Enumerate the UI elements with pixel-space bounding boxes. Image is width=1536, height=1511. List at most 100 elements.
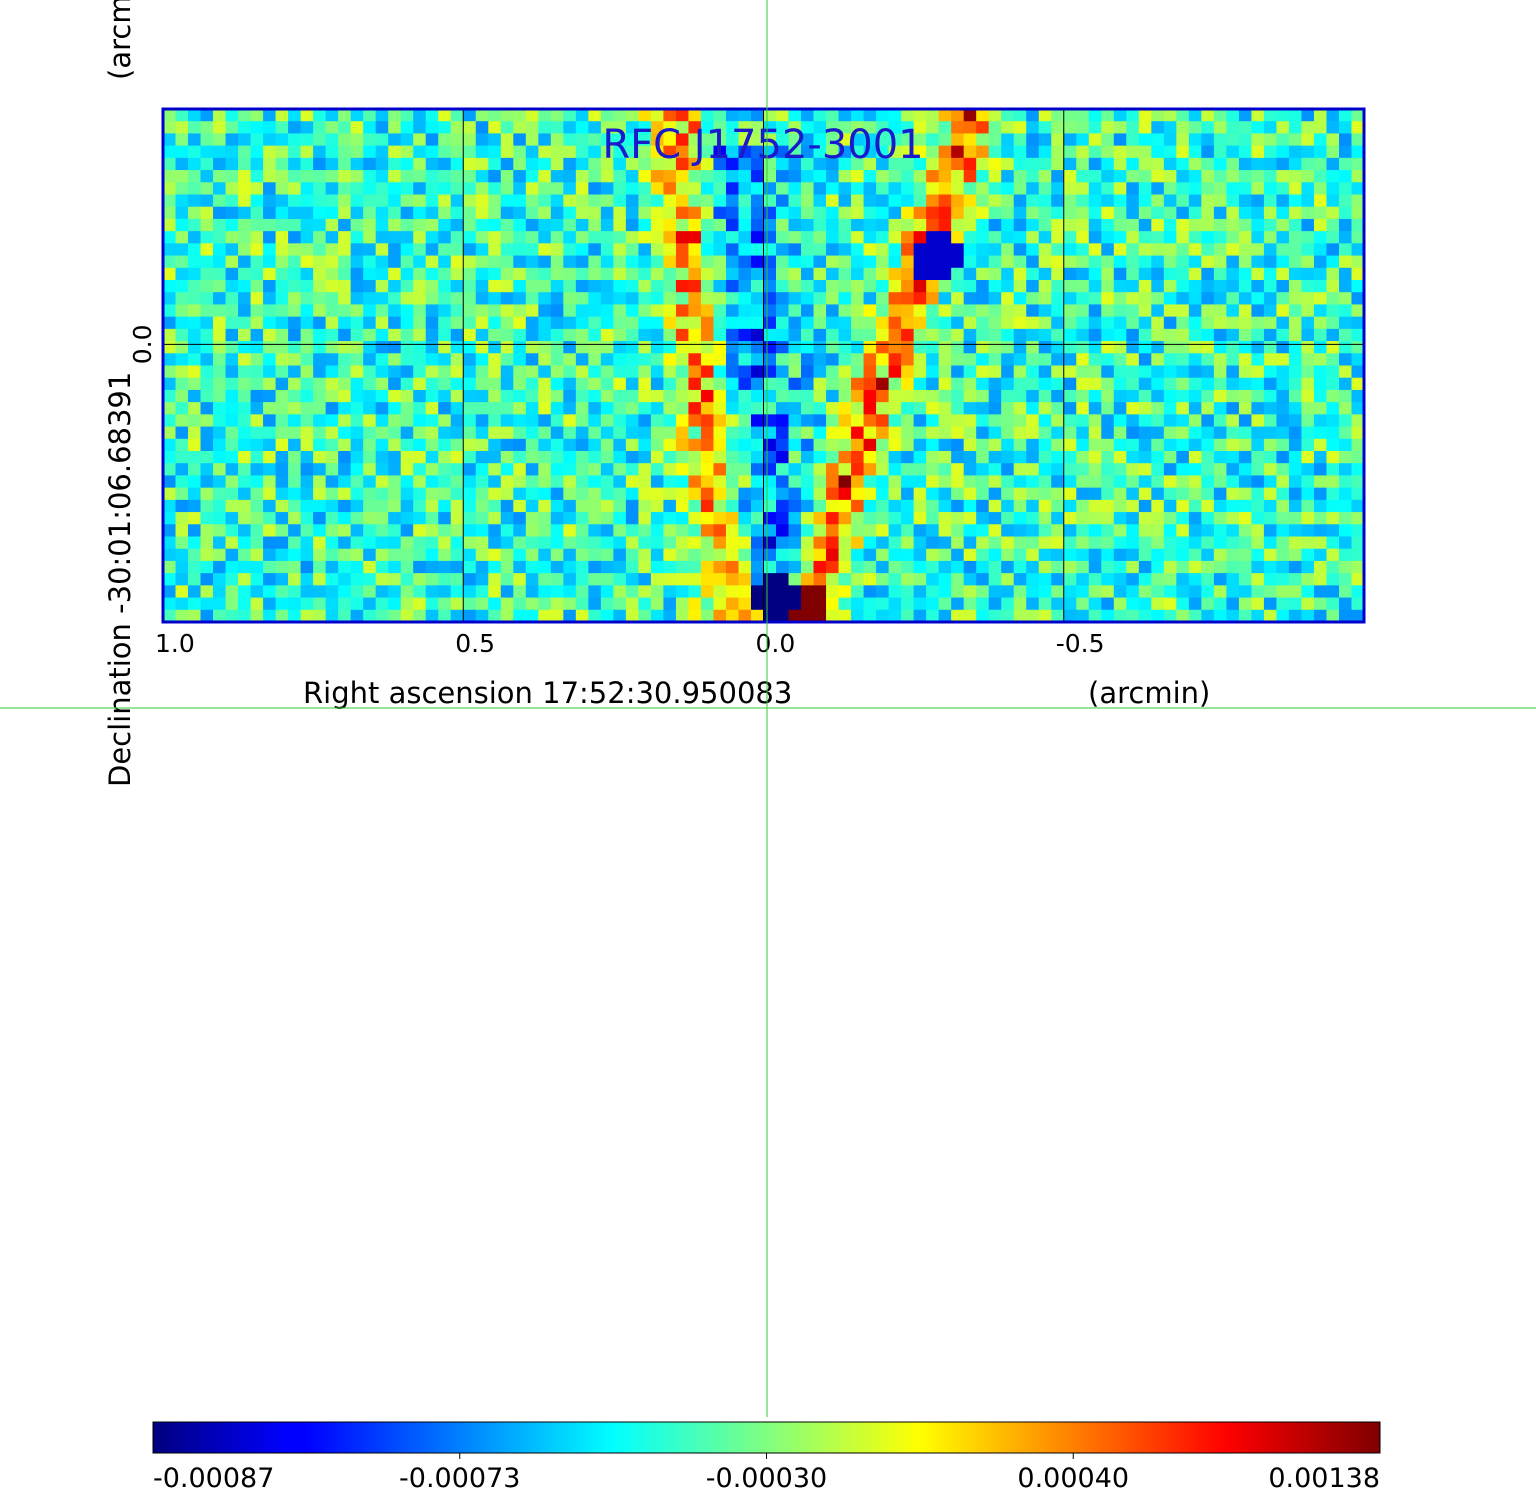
heatmap-cell	[901, 560, 915, 574]
heatmap-cell	[1163, 157, 1177, 171]
heatmap-cell	[1001, 512, 1015, 525]
heatmap-cell	[438, 463, 452, 477]
heatmap-cell	[500, 170, 514, 183]
heatmap-cell	[1276, 560, 1290, 574]
heatmap-cell	[1126, 353, 1140, 367]
heatmap-cell	[1251, 438, 1265, 452]
heatmap-cell	[750, 353, 765, 367]
heatmap-cell	[275, 536, 289, 550]
heatmap-cell	[175, 194, 189, 208]
heatmap-cell	[638, 206, 652, 220]
heatmap-cell	[938, 377, 952, 391]
heatmap-cell	[1351, 292, 1364, 306]
heatmap-cell	[926, 353, 940, 367]
heatmap-cell	[851, 487, 865, 501]
heatmap-cell	[188, 231, 202, 244]
heatmap-cell	[325, 133, 339, 147]
heatmap-cell	[463, 109, 477, 122]
heatmap-cell	[725, 243, 740, 257]
heatmap-cell	[675, 328, 690, 342]
heatmap-cell	[600, 267, 614, 281]
heatmap-cell	[725, 218, 740, 232]
heatmap-cell	[163, 341, 177, 354]
heatmap-cell	[613, 597, 627, 611]
heatmap-cell	[413, 182, 427, 196]
heatmap-cell	[851, 560, 865, 574]
heatmap-cell	[300, 341, 314, 354]
heatmap-cell	[1038, 182, 1052, 196]
heatmap-cell	[1088, 487, 1102, 501]
heatmap-cell	[563, 487, 577, 501]
heatmap-cell	[650, 133, 665, 147]
heatmap-cell	[275, 414, 289, 428]
heatmap-cell	[1076, 109, 1090, 122]
heatmap-cell	[625, 218, 639, 232]
heatmap-cell	[650, 548, 665, 562]
heatmap-cell	[938, 536, 952, 550]
heatmap-cell	[700, 292, 715, 306]
heatmap-cell	[575, 292, 589, 306]
heatmap-cell	[575, 316, 589, 330]
heatmap-cell	[400, 389, 414, 403]
heatmap-cell	[200, 121, 214, 135]
heatmap-cell	[713, 426, 727, 440]
heatmap-cell	[188, 377, 202, 391]
heatmap-cell	[963, 145, 977, 159]
heatmap-cell	[313, 292, 327, 306]
heatmap-cell	[963, 536, 977, 550]
heatmap-cell	[938, 524, 952, 538]
heatmap-cell	[1326, 463, 1340, 477]
heatmap-cell	[863, 133, 877, 147]
heatmap-cell	[1263, 512, 1278, 525]
heatmap-cell	[1051, 170, 1065, 183]
heatmap-cell	[650, 475, 665, 489]
heatmap-cell	[1101, 426, 1115, 440]
heatmap-cell	[450, 267, 464, 281]
heatmap-cell	[926, 218, 940, 232]
heatmap-cell	[463, 133, 477, 147]
heatmap-cell	[650, 280, 665, 293]
heatmap-cell	[1126, 109, 1140, 122]
heatmap-cell	[238, 218, 252, 232]
heatmap-cell	[575, 133, 589, 147]
heatmap-cell	[450, 438, 464, 452]
heatmap-cell	[525, 475, 539, 489]
heatmap-cell	[663, 475, 677, 489]
heatmap-cell	[600, 438, 614, 452]
heatmap-cell	[263, 353, 277, 367]
heatmap-cell	[1263, 377, 1278, 391]
heatmap-cell	[1213, 389, 1227, 403]
heatmap-cell	[888, 402, 902, 415]
heatmap-cell	[1226, 487, 1240, 501]
heatmap-cell	[876, 182, 890, 196]
heatmap-cell	[425, 157, 439, 171]
heatmap-cell	[538, 109, 552, 122]
heatmap-cell	[926, 524, 940, 538]
heatmap-cell	[1238, 280, 1253, 293]
heatmap-cell	[926, 402, 940, 415]
heatmap-cell	[938, 157, 952, 171]
heatmap-cell	[613, 499, 627, 513]
heatmap-cell	[1188, 573, 1202, 586]
heatmap-cell	[225, 194, 239, 208]
heatmap-cell	[725, 609, 740, 622]
heatmap-cell	[963, 560, 977, 574]
heatmap-cell	[901, 109, 915, 122]
heatmap-cell	[250, 536, 264, 550]
heatmap-cell	[788, 206, 802, 220]
heatmap-cell	[438, 389, 452, 403]
heatmap-cell	[688, 304, 702, 318]
heatmap-cell	[288, 499, 302, 513]
heatmap-cell	[863, 512, 877, 525]
heatmap-cell	[1026, 243, 1040, 257]
heatmap-cell	[1326, 499, 1340, 513]
heatmap-cell	[1013, 255, 1027, 269]
heatmap-cell	[801, 280, 815, 293]
heatmap-cell	[213, 304, 227, 318]
heatmap-cell	[1088, 218, 1102, 232]
heatmap-cell	[338, 414, 352, 428]
heatmap-cell	[776, 109, 790, 122]
heatmap-cell	[763, 389, 777, 403]
heatmap-cell	[1063, 194, 1077, 208]
heatmap-cell	[700, 389, 715, 403]
